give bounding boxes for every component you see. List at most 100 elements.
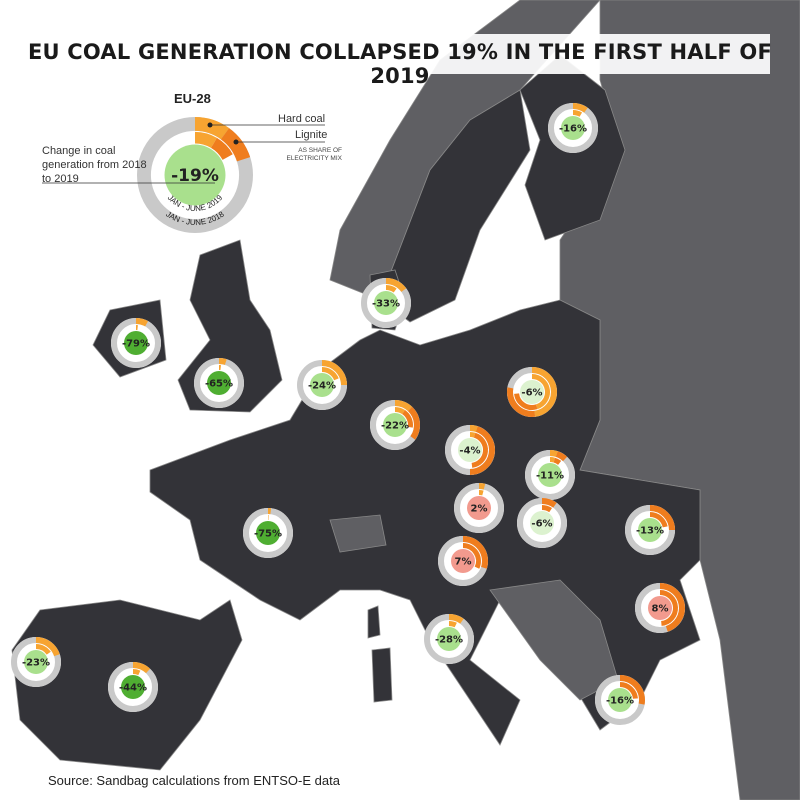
change-value: -75%	[254, 529, 282, 540]
title-backdrop	[30, 34, 770, 74]
hard-coal-arc-2019	[132, 669, 141, 676]
hard-coal-arc-2018	[531, 367, 557, 417]
lignite-arc-2019	[541, 505, 553, 513]
lignite-arc-2018	[619, 675, 645, 705]
country-circle-netherlands: -24%	[297, 360, 347, 410]
change-value: -79%	[122, 339, 150, 350]
lignite-arc-2019	[553, 457, 562, 465]
country-circle-italy: -28%	[424, 614, 474, 664]
land-switzerland	[329, 514, 387, 553]
change-fill	[207, 371, 231, 395]
change-value: -4%	[459, 446, 480, 457]
change-fill	[437, 627, 461, 651]
country-circle-bulgaria: 8%	[635, 583, 685, 633]
change-fill	[467, 496, 491, 520]
land-corsica	[367, 605, 381, 639]
hard-coal-arc-2018	[394, 400, 413, 412]
change-value: -6%	[531, 519, 552, 530]
hard-coal-arc-2018	[478, 483, 486, 490]
country-circle-slovakia: -11%	[525, 450, 575, 500]
page-title: EU COAL GENERATION COLLAPSED 19% IN THE …	[28, 40, 772, 88]
change-fill	[164, 144, 226, 206]
hard-coal-arc-2019	[385, 285, 397, 293]
legend-dot	[233, 139, 239, 145]
hard-coal-arc-2018	[135, 318, 149, 327]
change-fill	[458, 438, 482, 462]
country-circle-ireland: -79%	[111, 318, 161, 368]
country-circle-germany: -22%	[370, 400, 420, 450]
change-fill	[374, 291, 398, 315]
lignite-arc-2019	[514, 393, 538, 410]
country-circle-spain: -44%	[108, 662, 158, 712]
change-value: -11%	[536, 471, 564, 482]
country-circle-austria: 2%	[454, 483, 504, 533]
legend-change-label: Change in coal generation from 2018 to 2…	[42, 145, 147, 185]
lignite-arc-2019	[210, 137, 233, 161]
hard-coal-arc-2018	[132, 662, 151, 674]
hard-coal-arc-2018	[218, 358, 227, 365]
hard-coal-arc-2019	[531, 374, 550, 410]
change-fill	[538, 463, 562, 487]
change-value: 2%	[471, 504, 488, 515]
hard-coal-arc-2019	[394, 407, 405, 415]
lignite-arc-2019	[649, 512, 668, 528]
hard-coal-arc-2019	[549, 457, 555, 463]
lignite-arc-2018	[555, 451, 568, 462]
change-value: -33%	[372, 299, 400, 310]
change-fill	[124, 331, 148, 355]
country-circle-greece: -16%	[595, 675, 645, 725]
country-circle-poland: -6%	[507, 367, 557, 417]
hard-coal-arc-2018	[549, 450, 558, 457]
lignite-arc-2019	[619, 682, 638, 700]
change-value: -6%	[521, 388, 542, 399]
lignite-arc-2019	[462, 543, 481, 569]
change-fill	[121, 675, 145, 699]
hard-coal-arc-2018	[572, 103, 588, 113]
lignite-arc-2018	[407, 406, 420, 440]
change-value: -16%	[559, 124, 587, 135]
lignite-arc-2019	[402, 410, 413, 428]
source-note: Source: Sandbag calculations from ENTSO-…	[48, 773, 340, 788]
change-fill	[310, 373, 334, 397]
lignite-arc-2019	[659, 590, 678, 626]
legend-share-note: AS SHARE OF ELECTRICITY MIX	[286, 147, 342, 162]
change-value: -19%	[171, 166, 219, 186]
lignite-arc-2018	[220, 128, 251, 162]
country-circle-portugal: -23%	[11, 637, 61, 687]
lignite-arc-2019	[471, 432, 488, 468]
legend-region: EU-28	[174, 91, 211, 106]
hard-coal-arc-2018	[321, 360, 347, 386]
change-fill	[256, 521, 280, 545]
change-value: -65%	[205, 379, 233, 390]
country-circle-france: -75%	[243, 507, 293, 558]
hard-coal-arc-2019	[321, 367, 339, 381]
hard-coal-arc-2019	[572, 110, 583, 117]
change-value: -24%	[308, 381, 336, 392]
change-value: 7%	[455, 557, 472, 568]
legend-hard-coal: Hard coal	[278, 113, 326, 125]
change-fill	[608, 688, 632, 712]
hard-coal-arc-2019	[478, 490, 484, 496]
lignite-arc-2018	[649, 505, 675, 531]
change-fill	[561, 116, 585, 140]
hard-coal-arc-2018	[35, 637, 60, 657]
country-circle-hungary: -6%	[517, 498, 567, 548]
hard-coal-arc-2019	[469, 432, 476, 438]
country-circle-czechia: -4%	[445, 425, 495, 475]
change-fill	[383, 413, 407, 437]
hard-coal-arc-2019	[35, 644, 51, 655]
lignite-arc-2018	[659, 583, 685, 632]
change-fill	[24, 650, 48, 674]
country-circle-finland: -16%	[548, 103, 598, 153]
country-circle-romania: -13%	[625, 505, 675, 555]
hard-coal-arc-2018	[385, 278, 407, 293]
change-value: -44%	[119, 683, 147, 694]
change-value: -22%	[381, 421, 409, 432]
country-circle-slovenia: 7%	[438, 536, 488, 586]
change-value: -28%	[435, 635, 463, 646]
lignite-arc-2018	[469, 426, 495, 475]
country-circle-denmark: -33%	[361, 278, 411, 328]
